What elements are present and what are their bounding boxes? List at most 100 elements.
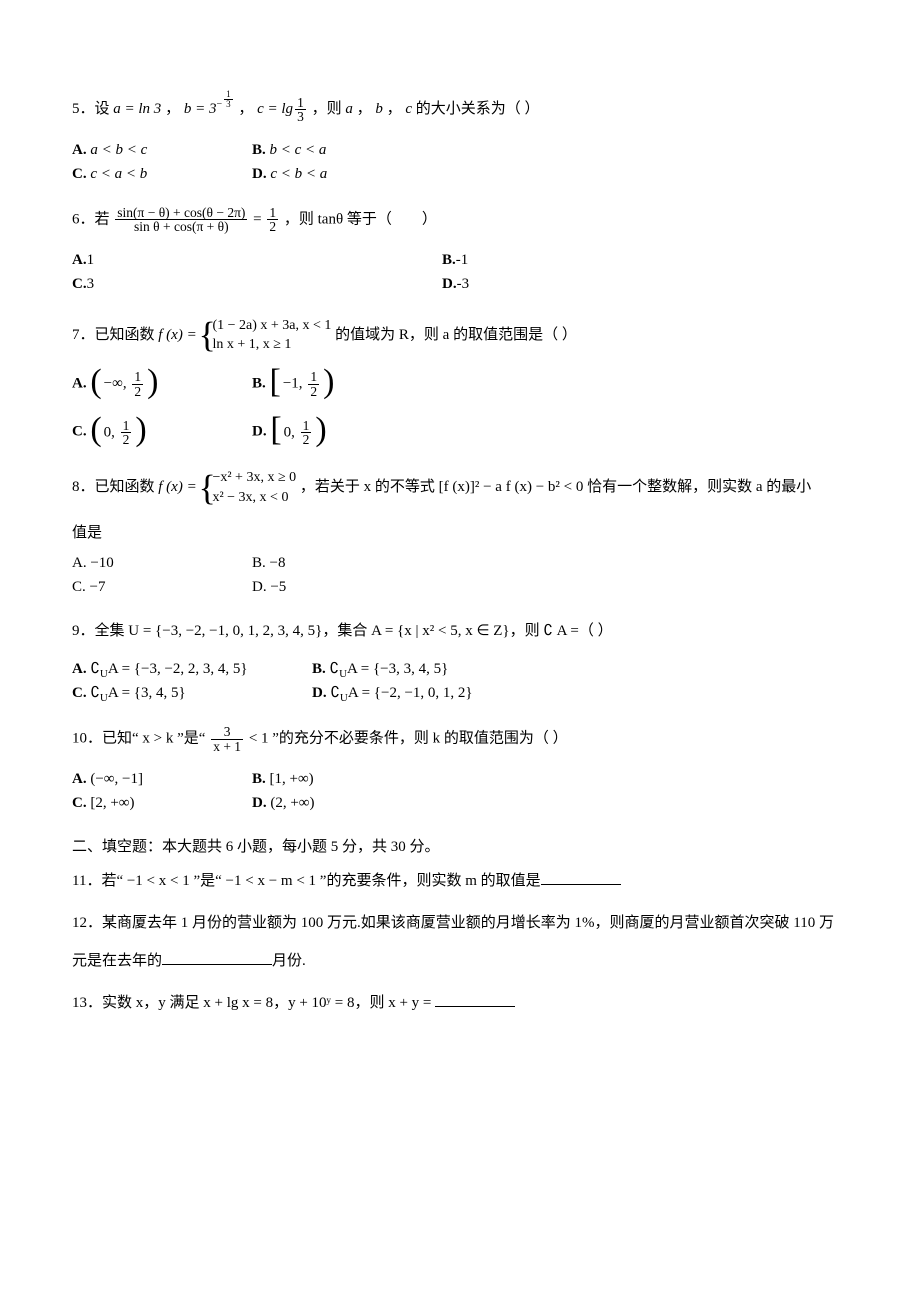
q5-a: a: [345, 101, 353, 117]
q5-optB: B. b < c < a: [252, 138, 848, 162]
q9-optB: B. ∁UA = {−3, 3, 4, 5}: [312, 657, 848, 681]
q10-optD: D. (2, +∞): [252, 791, 848, 815]
q7-B-pre: −1,: [283, 375, 306, 391]
question-12: 12．某商厦去年 1 月份的营业额为 100 万元.如果该商厦营业额的月增长率为…: [72, 911, 848, 973]
q5-sep2: ，: [238, 101, 253, 117]
q6-num: sin(π − θ) + cos(θ − 2π): [115, 206, 247, 221]
q6-optA-text: 1: [87, 252, 95, 268]
q8-tail: 值是: [72, 521, 848, 545]
q9-optC-label: C.: [72, 685, 87, 701]
q12-line2: 元是在去年的月份.: [72, 949, 848, 973]
question-10: 10．已知“ x > k ”是“ 3 x + 1 < 1 ”的充分不必要条件，则…: [72, 725, 848, 753]
q7-prefix: 7．已知函数: [72, 327, 158, 343]
q7-piecewise: (1 − 2a) x + 3a, x < 1 ln x + 1, x ≥ 1: [200, 316, 331, 355]
q7-D-num: 1: [301, 419, 312, 434]
q5-optA: A. a < b < c: [72, 138, 242, 162]
section-2-header: 二、填空题：本大题共 6 小题，每小题 5 分，共 30 分。: [72, 835, 848, 859]
q7-optC-label: C.: [72, 424, 87, 440]
q7-B-rp: ): [323, 367, 334, 398]
q11-blank: [541, 869, 621, 885]
question-8: 8．已知函数 f (x) = −x² + 3x, x ≥ 0 x² − 3x, …: [72, 468, 848, 507]
q9-optB-sub: U: [339, 668, 347, 680]
q7-options: A. (−∞, 12) B. [−1, 12) C. (0, 12) D. [0…: [72, 369, 848, 448]
q9-optD-pre: ∁: [330, 685, 340, 701]
q5-exp-den: 3: [224, 100, 233, 109]
q6-optC: C.3: [72, 272, 432, 296]
q9-optB-label: B.: [312, 661, 326, 677]
q10-optB-label: B.: [252, 771, 266, 787]
q7-D-pre: 0,: [284, 424, 299, 440]
q7-D-rp: ): [315, 415, 326, 446]
q10-options: A. (−∞, −1] B. [1, +∞) C. [2, +∞) D. (2,…: [72, 767, 848, 815]
q13-stem: 13．实数 x，y 满足 x + lg x = 8，y + 10ʸ = 8，则 …: [72, 995, 435, 1011]
q6-optB: B.-1: [442, 248, 848, 272]
q7-optA-label: A.: [72, 375, 87, 391]
q5-options: A. a < b < c B. b < c < a C. c < a < b D…: [72, 138, 848, 186]
q7-suffix: 的值域为 R，则 a 的取值范围是（ ）: [335, 327, 577, 343]
q7-B-num: 1: [308, 370, 319, 385]
q6-options: A.1 B.-1 C.3 D.-3: [72, 248, 848, 296]
q10-optA-text: (−∞, −1]: [90, 771, 143, 787]
q5-lg-num: 1: [295, 96, 306, 111]
q10-optD-label: D.: [252, 795, 267, 811]
q7-A-num: 1: [132, 370, 143, 385]
q7-A-pre: −∞,: [104, 375, 131, 391]
q5-a-def: a = ln 3: [113, 101, 161, 117]
q9-optB-post: A = {−3, 3, 4, 5}: [347, 661, 448, 677]
q8-piece2: x² − 3x, x < 0: [212, 488, 296, 508]
q7-C-rp: ): [135, 415, 146, 446]
q8-optD-text: −5: [270, 579, 286, 595]
question-11: 11．若“ −1 < x < 1 ”是“ −1 < x − m < 1 ”的充要…: [72, 869, 848, 893]
q9-optB-pre: ∁: [330, 661, 340, 677]
q6-suffix: ，则 tanθ 等于（ ）: [284, 211, 437, 227]
q8-mid: ，若关于 x 的不等式 [f (x)]² − a f (x) − b² < 0 …: [300, 479, 811, 495]
q10-den: x + 1: [211, 740, 243, 754]
q7-B-den: 2: [308, 385, 319, 399]
q9-optD-post: A = {−2, −1, 0, 1, 2}: [348, 685, 473, 701]
q10-suffix: < 1 ”的充分不必要条件，则 k 的取值范围为（ ）: [249, 731, 568, 747]
q5-c-def: c = lg: [257, 101, 293, 117]
q5-optA-text: a < b < c: [90, 142, 147, 158]
q7-C-lp: (: [90, 415, 101, 446]
q5-optB-label: B.: [252, 142, 266, 158]
q5-sep1: ，: [165, 101, 180, 117]
q10-optA-label: A.: [72, 771, 87, 787]
q6-optD: D.-3: [442, 272, 848, 296]
q6-eq: =: [253, 211, 265, 227]
q10-optC-text: [2, +∞): [90, 795, 134, 811]
q6-optC-label: C.: [72, 276, 87, 292]
q6-optD-label: D.: [442, 276, 457, 292]
q9-options: A. ∁UA = {−3, −2, 2, 3, 4, 5} B. ∁UA = {…: [72, 657, 848, 705]
q5-optC: C. c < a < b: [72, 162, 242, 186]
q5-lg-den: 3: [295, 110, 306, 124]
q7-B-lb: [: [270, 367, 281, 398]
q9-optD-sub: U: [340, 692, 348, 704]
q9-optC-post: A = {3, 4, 5}: [108, 685, 186, 701]
q5-b-exp: −13: [216, 99, 234, 110]
q7-optC: C. (0, 12): [72, 417, 242, 448]
q9-optA-label: A.: [72, 661, 87, 677]
q7-optD-label: D.: [252, 424, 267, 440]
q10-num: 3: [211, 725, 243, 740]
q8-optC-text: −7: [90, 579, 106, 595]
q9-optC-sub: U: [100, 692, 108, 704]
q6-optA-label: A.: [72, 252, 87, 268]
q8-prefix: 8．已知函数: [72, 479, 158, 495]
q8-optA-text: −10: [90, 555, 113, 571]
q9-optA-post: A = {−3, −2, 2, 3, 4, 5}: [108, 661, 248, 677]
q8-optB: B. −8: [252, 551, 848, 575]
q5-b: b: [375, 101, 383, 117]
q8-optC-label: C.: [72, 579, 86, 595]
q7-C-num: 1: [121, 419, 132, 434]
q6-lhs-frac: sin(π − θ) + cos(θ − 2π) sin θ + cos(π +…: [115, 206, 247, 234]
question-5: 5．设 a = ln 3 ， b = 3−13 ， c = lg13 ，则 a …: [72, 90, 848, 124]
q5-optC-text: c < a < b: [90, 166, 147, 182]
q9-optA-sub: U: [100, 668, 108, 680]
q8-optD-label: D.: [252, 579, 267, 595]
q7-A-den: 2: [132, 385, 143, 399]
question-9: 9．全集 U = {−3, −2, −1, 0, 1, 2, 3, 4, 5}，…: [72, 619, 848, 643]
q10-optC-label: C.: [72, 795, 87, 811]
q11-stem: 11．若“ −1 < x < 1 ”是“ −1 < x − m < 1 ”的充要…: [72, 873, 541, 889]
question-7: 7．已知函数 f (x) = (1 − 2a) x + 3a, x < 1 ln…: [72, 316, 848, 355]
q8-options: A. −10 B. −8 C. −7 D. −5: [72, 551, 848, 599]
